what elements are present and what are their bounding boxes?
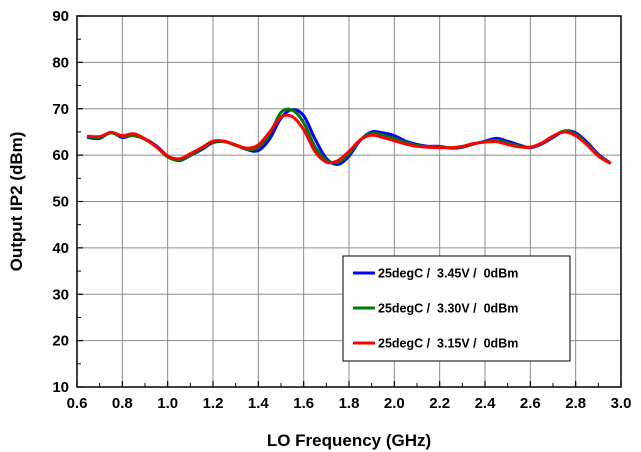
axis-ticks: 0.6 0.8 1.0 1.2 1.4 1.6 1.8 2.0 2.2 2.4 2.6 2.8 3.0 1… <box>52 8 631 412</box>
y-tick-label: 20 <box>52 333 69 350</box>
x-tick-label: 1.8 <box>339 395 360 412</box>
legend-label: 25degC / 3.45V / 0dBm <box>378 267 518 281</box>
x-tick-label: 1.6 <box>293 395 314 412</box>
x-tick-label: 2.8 <box>565 395 586 412</box>
legend-label: 25degC / 3.15V / 0dBm <box>378 337 518 351</box>
series-lines <box>86 107 612 166</box>
legend-label: 25degC / 3.30V / 0dBm <box>378 302 518 316</box>
y-tick-label: 90 <box>52 8 69 25</box>
x-axis-title: LO Frequency (GHz) <box>267 431 431 450</box>
x-tick-label: 1.4 <box>248 395 270 412</box>
x-tick-label: 0.8 <box>112 395 133 412</box>
x-tick-label: 1.2 <box>203 395 224 412</box>
x-tick-label: 1.0 <box>157 395 178 412</box>
x-tick-label: 2.0 <box>384 395 405 412</box>
y-tick-label: 10 <box>52 379 69 396</box>
series-line-3 <box>86 113 612 165</box>
x-tick-label: 0.6 <box>67 395 88 412</box>
y-axis-title: Output IP2 (dBm) <box>7 132 26 272</box>
x-tick-label: 2.4 <box>475 395 497 412</box>
x-tick-label: 2.2 <box>429 395 450 412</box>
y-tick-label: 70 <box>52 101 69 118</box>
legend-box <box>342 255 571 362</box>
legend: 25degC / 3.45V / 0dBm 25degC / 3.30V / 0d… <box>342 255 571 362</box>
y-tick-label: 40 <box>52 240 69 257</box>
y-tick-label: 50 <box>52 194 69 211</box>
x-tick-label: 3.0 <box>611 395 632 412</box>
x-tick-label: 2.6 <box>520 395 541 412</box>
y-tick-label: 60 <box>52 147 69 164</box>
y-tick-label: 80 <box>52 54 69 71</box>
y-tick-label: 30 <box>52 286 69 303</box>
